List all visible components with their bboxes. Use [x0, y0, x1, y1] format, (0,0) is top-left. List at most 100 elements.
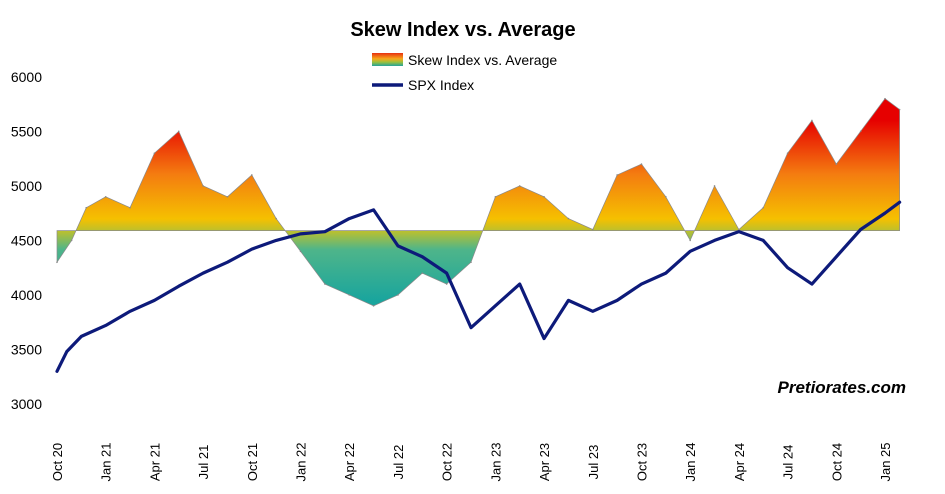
x-tick-label: Jul 24	[781, 445, 796, 480]
skew-point	[177, 130, 180, 133]
spx-point	[542, 337, 546, 340]
y-tick-label: 4500	[11, 232, 42, 248]
spx-point	[567, 299, 570, 302]
y-tick-label: 3000	[11, 396, 42, 412]
x-tick-label: Oct 20	[50, 443, 65, 481]
spx-point	[323, 230, 327, 233]
spx-point	[883, 211, 887, 215]
skew-point	[835, 163, 838, 165]
spx-point	[153, 299, 156, 302]
skew-point	[445, 283, 448, 285]
skew-point	[494, 195, 497, 198]
spx-point	[835, 255, 838, 258]
spx-point	[274, 239, 278, 242]
x-tick-label: Apr 21	[147, 443, 162, 481]
x-tick-label: Oct 22	[440, 443, 455, 481]
spx-point	[396, 244, 400, 248]
x-tick-label: Oct 24	[829, 443, 844, 481]
legend-label-skew: Skew Index vs. Average	[408, 52, 557, 68]
spx-point	[737, 230, 741, 233]
skew-point	[348, 294, 351, 296]
skew-point	[202, 185, 204, 187]
y-tick-label: 6000	[11, 69, 42, 85]
x-tick-label: Jan 21	[99, 442, 114, 481]
skew-point	[397, 294, 399, 296]
skew-point	[226, 195, 229, 198]
skew-point	[324, 283, 326, 285]
spx-point	[104, 324, 107, 327]
skew-point	[372, 305, 375, 307]
skew-point	[251, 174, 253, 176]
skew-point	[713, 185, 716, 187]
spx-point	[226, 261, 229, 264]
y-tick-label: 3500	[11, 341, 42, 357]
x-tick-label: Jul 23	[586, 445, 601, 480]
x-tick-label: Jan 24	[683, 442, 698, 481]
y-tick-label: 4000	[11, 287, 42, 303]
skew-point	[859, 130, 862, 133]
skew-point	[786, 152, 789, 154]
skew-area-series	[56, 97, 901, 307]
x-tick-label: Jul 21	[196, 445, 211, 480]
skew-point	[104, 195, 107, 198]
x-tick-label: Jan 22	[294, 442, 309, 481]
x-tick-label: Apr 22	[342, 443, 357, 481]
x-tick-label: Jan 25	[878, 442, 893, 481]
spx-point	[713, 239, 716, 242]
skew-point	[884, 97, 886, 100]
x-tick-label: Oct 21	[245, 443, 260, 481]
spx-point	[421, 255, 424, 258]
legend: Skew Index vs. Average SPX Index	[372, 52, 557, 93]
spx-point	[898, 201, 901, 204]
spx-point	[348, 217, 351, 220]
skew-point	[299, 250, 302, 253]
spx-point	[80, 335, 83, 338]
skew-point	[640, 163, 643, 165]
spx-point	[250, 247, 254, 251]
skew-point	[129, 206, 131, 209]
spx-line-series	[55, 200, 902, 373]
spx-point	[591, 310, 594, 313]
y-axis: 3000 3500 4000 4500 5000 5500 6000	[11, 69, 42, 412]
skew-point	[518, 185, 521, 187]
skew-point	[543, 195, 545, 198]
spx-point	[372, 208, 375, 212]
y-tick-label: 5500	[11, 123, 42, 139]
spx-point	[688, 250, 692, 253]
skew-point	[275, 217, 277, 220]
spx-point	[762, 239, 765, 242]
skew-area	[56, 98, 900, 307]
x-tick-label: Oct 23	[634, 443, 649, 481]
skew-point	[70, 239, 73, 242]
skew-point	[56, 261, 58, 264]
y-tick-label: 5000	[11, 178, 42, 194]
spx-point	[640, 282, 643, 286]
skew-point	[898, 108, 901, 111]
skew-point	[591, 228, 594, 231]
spx-point	[494, 304, 497, 308]
spx-point	[177, 285, 180, 288]
spx-point	[55, 370, 59, 373]
chart-title: Skew Index vs. Average	[350, 19, 575, 41]
spx-point	[518, 282, 521, 286]
spx-point	[664, 271, 668, 275]
skew-point	[738, 228, 740, 231]
skew-point	[616, 174, 618, 176]
x-tick-label: Jul 22	[391, 445, 406, 480]
spx-point	[445, 271, 448, 275]
spx-point	[201, 271, 205, 275]
spx-point	[615, 299, 619, 302]
x-axis: Oct 20 Jan 21 Apr 21 Jul 21 Oct 21 Jan 22 Apr …	[50, 442, 893, 481]
x-tick-label: Apr 23	[537, 443, 552, 481]
watermark: Pretiorates.com	[778, 378, 907, 397]
skew-point	[470, 261, 472, 264]
spx-point	[469, 326, 473, 329]
skew-point	[421, 272, 424, 274]
x-tick-label: Apr 24	[732, 443, 747, 481]
skew-point	[153, 152, 156, 154]
spx-point	[786, 266, 789, 269]
skew-point	[567, 217, 570, 220]
legend-label-spx: SPX Index	[408, 77, 474, 93]
legend-swatch-skew	[372, 53, 403, 66]
